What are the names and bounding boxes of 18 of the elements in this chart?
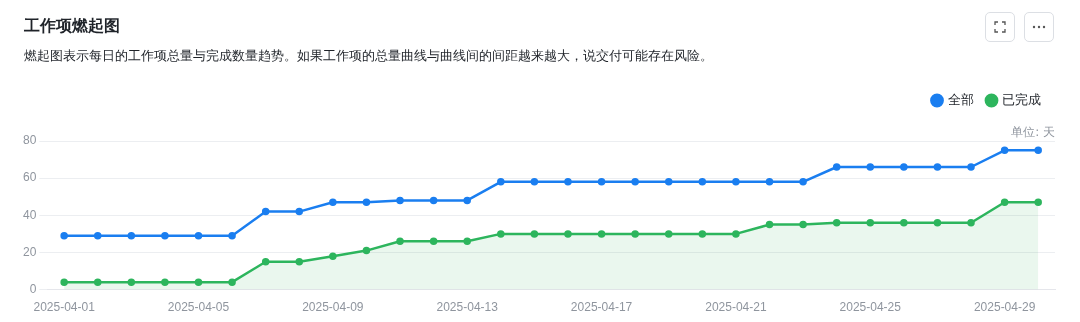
legend-label: 已完成 [1002, 91, 1041, 107]
y-tick-label: 80 [22, 133, 37, 148]
chart-title: 工作项燃起图 [24, 16, 120, 37]
text: 单位: 天 [1011, 125, 1055, 140]
chart-subtitle: 燃起图表示每日的工作项总量与完成数量趋势。如果工作项的总量曲线与曲线间的间距越来越大，说交付可能存在风险。 [24, 47, 713, 65]
y-tick-label: 20 [22, 244, 37, 259]
y-tick-label: 0 [29, 281, 37, 296]
x-tick-label: 2025-04-29 [973, 300, 1036, 315]
x-tick-label: 2025-04-13 [436, 300, 499, 315]
x-tick-label: 2025-04-05 [167, 300, 230, 315]
y-tick-label: 60 [22, 170, 37, 185]
legend-label: 全部 [947, 91, 974, 107]
x-tick-label: 2025-04-25 [839, 300, 902, 315]
x-tick-label: 2025-04-01 [33, 300, 96, 315]
x-tick-label: 2025-04-17 [570, 300, 633, 315]
y-tick-label: 40 [22, 207, 37, 222]
x-tick-label: 2025-04-09 [302, 300, 364, 315]
x-tick-label: 2025-04-21 [705, 300, 767, 315]
